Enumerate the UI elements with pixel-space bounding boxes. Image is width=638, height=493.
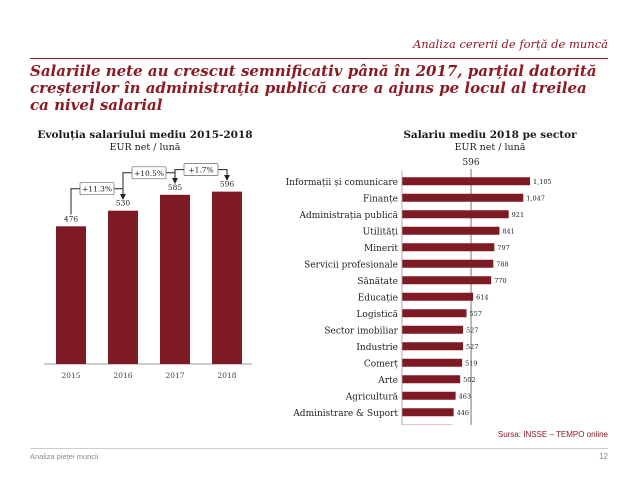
- value-label: 527: [466, 326, 478, 334]
- bar: [402, 226, 500, 235]
- value-label: 770: [494, 277, 506, 285]
- bar: [402, 259, 494, 268]
- right-chart-title: Salariu mediu 2018 pe sector: [403, 129, 577, 141]
- category-label: Administrare & Suport: [292, 409, 398, 419]
- bar: [402, 325, 464, 334]
- value-label: 557: [470, 310, 482, 318]
- category-label: Arte: [377, 376, 398, 386]
- slide-title: Salariile nete au crescut semnificativ p…: [30, 62, 597, 114]
- category-label: Sănătate: [357, 276, 398, 287]
- growth-box: [183, 163, 219, 176]
- page-number: 12: [599, 452, 608, 461]
- bar: [402, 391, 456, 400]
- bar: [402, 276, 492, 285]
- category-label: Utilități: [363, 226, 398, 237]
- growth-box: [131, 166, 167, 180]
- value-label: 527: [466, 343, 478, 351]
- growth-label: +11.3%: [82, 185, 112, 194]
- salary-evolution-chart: 476 2015 530 2016 585 2017 596 2018 +11.3% +10.5%…: [44, 163, 252, 380]
- bar: [402, 243, 495, 252]
- value-label: 463: [459, 392, 471, 400]
- value-label: 614: [476, 293, 488, 301]
- value-label: 502: [463, 376, 475, 384]
- category-label: Administrația publică: [299, 210, 399, 221]
- bar: [402, 292, 474, 301]
- bar: [402, 210, 509, 219]
- category-label: Industrie: [356, 343, 398, 353]
- category-label: Comerț: [364, 359, 398, 369]
- category-label: Agricultură: [345, 391, 399, 402]
- value-label: 519: [465, 359, 477, 367]
- x-tick-2018: 2018: [217, 371, 236, 380]
- x-tick-2016: 2016: [113, 371, 132, 380]
- sector-salary-chart: 596 Informații și comunicare 1,105 Finanțe 1…: [286, 158, 552, 425]
- bar: [402, 375, 461, 384]
- value-label-2015: 476: [64, 214, 79, 223]
- value-label-2017: 585: [168, 183, 183, 192]
- growth-label: +10.5%: [134, 169, 164, 178]
- category-label: Educație: [358, 293, 398, 303]
- value-label: 797: [497, 244, 509, 252]
- bar: [402, 342, 464, 351]
- value-label-2018: 596: [220, 180, 235, 189]
- value-label: 446: [457, 409, 469, 417]
- category-label: Sector imobiliar: [324, 326, 398, 336]
- footer-rule: [30, 448, 608, 449]
- bar: [402, 177, 530, 186]
- bar: [402, 193, 524, 202]
- category-label: Minerit: [364, 244, 398, 254]
- bar-2016: [108, 210, 138, 364]
- bar-2017: [160, 194, 190, 364]
- bar: [402, 309, 467, 318]
- x-tick-2017: 2017: [165, 371, 184, 380]
- value-label: 921: [512, 211, 524, 219]
- right-chart-subtitle: EUR net / lună: [454, 142, 526, 153]
- left-chart-title: Evoluția salariului mediu 2015-2018: [37, 129, 253, 141]
- footer-label: Analiza pieței muncii: [30, 452, 99, 461]
- source-note: Sursa: INSSE – TEMPO online: [497, 430, 608, 439]
- value-label: 788: [496, 260, 508, 268]
- left-chart-subtitle: EUR net / lună: [109, 142, 181, 153]
- growth-box: [79, 182, 115, 196]
- section-title: Analiza cererii de forță de muncă: [412, 37, 608, 51]
- x-tick-2015: 2015: [61, 371, 80, 380]
- category-label: Logistică: [356, 309, 398, 320]
- growth-label: +1.7%: [188, 166, 213, 175]
- category-label: Finanțe: [363, 194, 398, 204]
- value-label: 1,047: [526, 194, 545, 202]
- bar: [402, 408, 454, 417]
- reference-label: 596: [462, 158, 479, 168]
- category-label: Informații și comunicare: [286, 178, 398, 188]
- bar: [402, 358, 463, 367]
- value-label: 841: [502, 227, 514, 235]
- header-rule: [30, 58, 608, 59]
- bar-2018: [212, 191, 242, 364]
- value-label-2016: 530: [116, 199, 131, 208]
- bar-2015: [56, 226, 86, 364]
- category-label: Servicii profesionale: [304, 260, 398, 270]
- value-label: 1,105: [533, 178, 552, 186]
